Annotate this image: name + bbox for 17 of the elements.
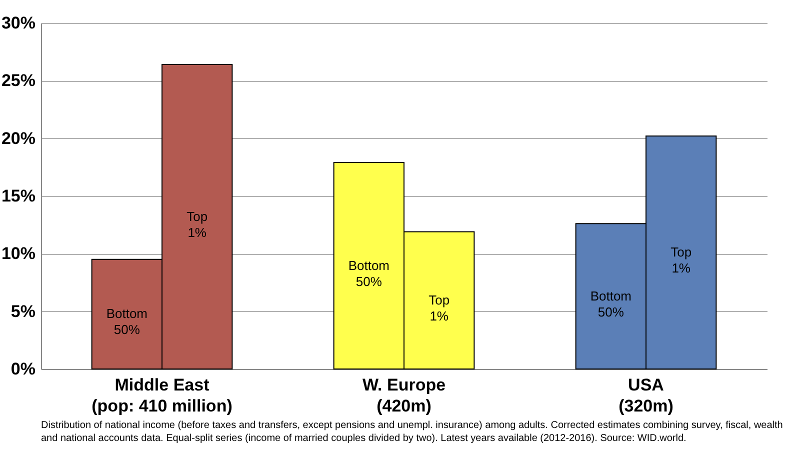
text: Top 1% [428, 292, 450, 324]
y-tick-label: 15% [1, 186, 36, 206]
y-tick-label: 20% [1, 128, 36, 148]
y-tick-label: 30% [1, 14, 36, 32]
y-tick-label: 0% [10, 360, 36, 378]
text: Bottom 50% [590, 288, 632, 320]
y-tick-label: 10% [1, 244, 36, 264]
text: Bottom 50% [348, 258, 390, 289]
series-label: Bottom 50% [106, 306, 148, 338]
text: Top 1% [186, 208, 208, 240]
x-tick-label: Middle East (pop: 410 million) [92, 376, 232, 416]
x-tick-label: USA (320m) [618, 376, 674, 416]
y-tick-label: 25% [1, 71, 36, 90]
y-tick-label: 5% [10, 302, 36, 321]
x-tick-label: W. Europe (420m) [362, 376, 446, 416]
series-label: Top 1% [670, 244, 692, 276]
text: Distribution of national income (before taxes and transfers, except pensions and unempl. insurance) among adults. Corrected estimates combining survey, fiscal, wealth and national accounts data. Equal-split series (income of married couples divided by two). Latest years available (2012-2016). Source: WID.world. [41, 420, 783, 444]
